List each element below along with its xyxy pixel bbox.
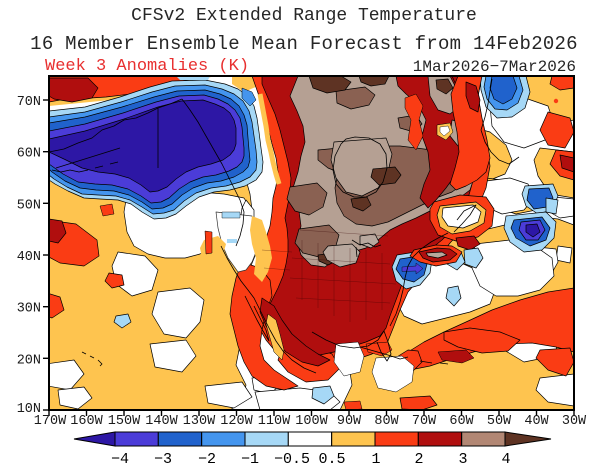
svg-text:30N: 30N (17, 302, 41, 317)
svg-text:50W: 50W (487, 414, 512, 429)
svg-text:160W: 160W (70, 414, 103, 429)
svg-text:90W: 90W (337, 414, 362, 429)
svg-text:110W: 110W (258, 414, 291, 429)
svg-text:60W: 60W (449, 414, 474, 429)
svg-text:70W: 70W (412, 414, 437, 429)
svg-text:0.5: 0.5 (318, 451, 345, 466)
svg-text:2: 2 (414, 451, 423, 466)
svg-text:−2: −2 (198, 451, 216, 466)
svg-text:40N: 40N (17, 250, 41, 265)
svg-text:80W: 80W (374, 414, 399, 429)
svg-text:70N: 70N (17, 95, 41, 110)
svg-text:−0.5: −0.5 (274, 451, 310, 466)
svg-text:3: 3 (458, 451, 467, 466)
svg-text:140W: 140W (145, 414, 178, 429)
svg-text:−1: −1 (241, 451, 259, 466)
svg-text:40W: 40W (524, 414, 549, 429)
svg-text:10N: 10N (17, 402, 41, 417)
svg-text:30W: 30W (562, 414, 587, 429)
svg-text:150W: 150W (108, 414, 141, 429)
svg-text:60N: 60N (17, 147, 41, 162)
svg-text:4: 4 (501, 451, 510, 466)
svg-text:100W: 100W (295, 414, 328, 429)
svg-text:−4: −4 (111, 451, 129, 466)
svg-text:130W: 130W (183, 414, 216, 429)
svg-text:170W: 170W (34, 414, 67, 429)
svg-text:1: 1 (371, 451, 380, 466)
svg-text:−3: −3 (154, 451, 172, 466)
svg-text:20N: 20N (17, 353, 41, 368)
svg-text:50N: 50N (17, 198, 41, 213)
svg-text:120W: 120W (220, 414, 253, 429)
